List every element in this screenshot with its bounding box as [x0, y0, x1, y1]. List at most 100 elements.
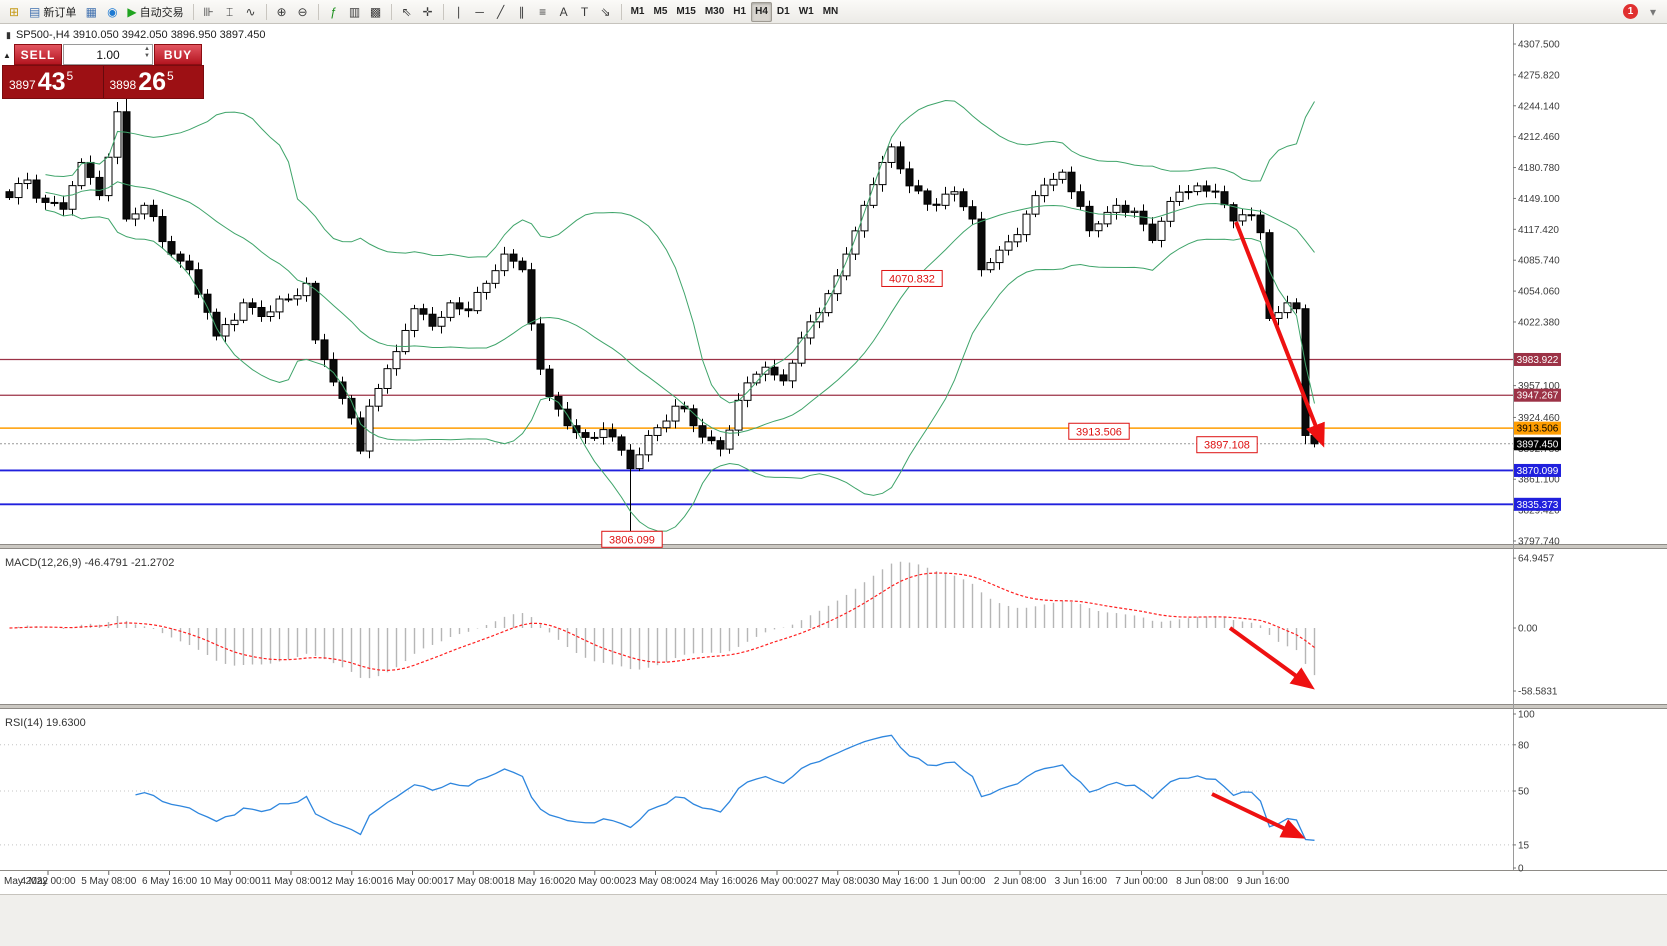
macd-axis-label: 64.9457 — [1518, 554, 1555, 565]
candle-body — [1211, 190, 1220, 193]
label-button[interactable]: T — [575, 2, 595, 22]
tf-m30-button[interactable]: M30 — [701, 2, 728, 22]
line-chart-button[interactable]: ∿ — [241, 2, 261, 22]
buy-button[interactable]: BUY — [154, 44, 202, 65]
profiles-button[interactable]: ▦ — [81, 2, 101, 22]
buy-price-big: 26 — [138, 68, 167, 96]
text-button[interactable]: A — [554, 2, 574, 22]
candle-body — [239, 302, 248, 321]
separator-macd-rsi[interactable] — [0, 704, 1667, 709]
buy-price[interactable]: 3898 26 5 — [102, 66, 204, 98]
tf-m15-button[interactable]: M15 — [672, 2, 699, 22]
tf-m5-button[interactable]: M5 — [649, 2, 671, 22]
candle-body — [1076, 191, 1085, 207]
alerts-badge[interactable]: 1 — [1619, 2, 1642, 22]
price-callout-box[interactable] — [1196, 436, 1258, 454]
price-badge — [1514, 421, 1561, 435]
autotrading-button[interactable]: ▶ 自动交易 — [123, 2, 187, 22]
channel-icon: ∥ — [518, 4, 525, 19]
trend-arrow-object[interactable] — [1228, 626, 1315, 690]
candle-body — [851, 230, 860, 255]
candle-body — [203, 293, 212, 313]
time-periods-button[interactable]: ▥ — [345, 2, 365, 22]
price-tick-label: 4275.820 — [1518, 70, 1560, 81]
zoom-out-button[interactable]: ⊖ — [293, 2, 313, 22]
trendline-button[interactable]: ╱ — [491, 2, 511, 22]
price-tick-label: 3861.100 — [1518, 475, 1560, 486]
candle-body — [644, 434, 653, 456]
time-axis-label: 5 May 08:00 — [81, 876, 136, 887]
rsi-indicator-label: RSI(14) 19.6300 — [5, 717, 86, 729]
price-tick-label: 4180.780 — [1518, 163, 1560, 174]
candle-body — [338, 381, 347, 399]
candle-body — [1301, 308, 1310, 436]
community-button[interactable]: ◉ — [102, 2, 122, 22]
trend-arrow-object[interactable] — [1211, 792, 1306, 839]
symbol-ohlc-text: SP500-,H4 3910.050 3942.050 3896.950 389… — [15, 29, 266, 41]
bar-chart-button[interactable]: ⊪ — [199, 2, 219, 22]
tf-m1-button-label: M1 — [630, 6, 645, 17]
channel-button[interactable]: ∥ — [512, 2, 532, 22]
candle-body — [590, 436, 599, 439]
new-order-button[interactable]: ▤ 新订单 — [25, 2, 80, 22]
candle-body — [1112, 204, 1121, 213]
cursor-button[interactable]: ⇖ — [397, 2, 417, 22]
trade-panel-controls: SELL 1.00 ▲ ▼ BUY — [14, 44, 204, 65]
tf-d1-button[interactable]: D1 — [773, 2, 794, 22]
fibonacci-button[interactable]: ≡ — [533, 2, 553, 22]
sell-price-pip: 5 — [66, 69, 74, 83]
candlestick-chart-button[interactable]: ⌶ — [220, 2, 240, 22]
candle-body — [707, 436, 716, 442]
price-tick-label: 4212.460 — [1518, 132, 1560, 143]
price-callout-box[interactable] — [601, 530, 663, 548]
tf-w1-button[interactable]: W1 — [795, 2, 818, 22]
zoom-in-button[interactable]: ⊕ — [272, 2, 292, 22]
price-callout-box[interactable] — [881, 269, 943, 287]
bar-chart-icon: ⊪ — [203, 4, 214, 19]
tf-h4-button[interactable]: H4 — [751, 1, 772, 22]
price-callout-box[interactable] — [1068, 422, 1130, 440]
volume-spin-arrows[interactable]: ▲ ▼ — [144, 46, 150, 60]
horizontal-line-button[interactable]: ─ — [470, 2, 490, 22]
tf-mn-button[interactable]: MN — [819, 2, 843, 22]
time-axis-label: 9 Jun 16:00 — [1237, 876, 1290, 887]
volume-stepper[interactable]: 1.00 ▲ ▼ — [63, 44, 153, 65]
tf-m5-button-label: M5 — [653, 6, 668, 17]
sell-price[interactable]: 3897 43 5 — [3, 66, 103, 98]
candle-body — [833, 275, 842, 295]
tf-m1-button[interactable]: M1 — [627, 2, 649, 22]
trendline-icon: ╱ — [496, 4, 505, 19]
indicators-button[interactable]: ƒ — [324, 2, 344, 22]
separator-main-macd[interactable] — [0, 544, 1667, 549]
candle-body — [941, 193, 950, 206]
tf-h1-button[interactable]: H1 — [729, 2, 750, 22]
new-chart-button[interactable]: ⊞ — [4, 2, 24, 22]
candle-body — [356, 417, 365, 452]
trend-arrow-object[interactable] — [1234, 221, 1325, 448]
annotations[interactable]: 4070.832 3913.506 3897.108 3806.099 — [601, 221, 1325, 839]
candle-body — [815, 312, 824, 323]
candle-body — [950, 191, 959, 195]
candle-body — [212, 311, 221, 337]
vertical-line-button[interactable]: ∣ — [449, 2, 469, 22]
candle-body — [1049, 178, 1058, 186]
sell-button[interactable]: SELL — [14, 44, 62, 65]
window-menu-button[interactable]: ▾ — [1643, 2, 1663, 22]
candle-body — [761, 366, 770, 375]
candle-body — [59, 202, 68, 210]
price-badge — [1514, 437, 1561, 451]
candle-body — [14, 183, 23, 199]
candle-body — [1175, 191, 1184, 202]
candle-body — [725, 429, 734, 450]
chart-canvas[interactable]: 4307.500 4275.820 4244.140 4212.460 4180.780… — [0, 24, 1667, 946]
templates-button[interactable]: ▩ — [366, 2, 386, 22]
candle-body — [1085, 205, 1094, 232]
candle-body — [1004, 241, 1013, 251]
candle-body — [50, 201, 59, 204]
crosshair-button[interactable]: ✛ — [418, 2, 438, 22]
time-axis-label: 23 May 08:00 — [625, 876, 686, 887]
trade-panel-collapse-arrow[interactable]: ▲ — [3, 51, 11, 60]
arrows-button[interactable]: ⇘ — [596, 2, 616, 22]
candle-body — [923, 190, 932, 205]
